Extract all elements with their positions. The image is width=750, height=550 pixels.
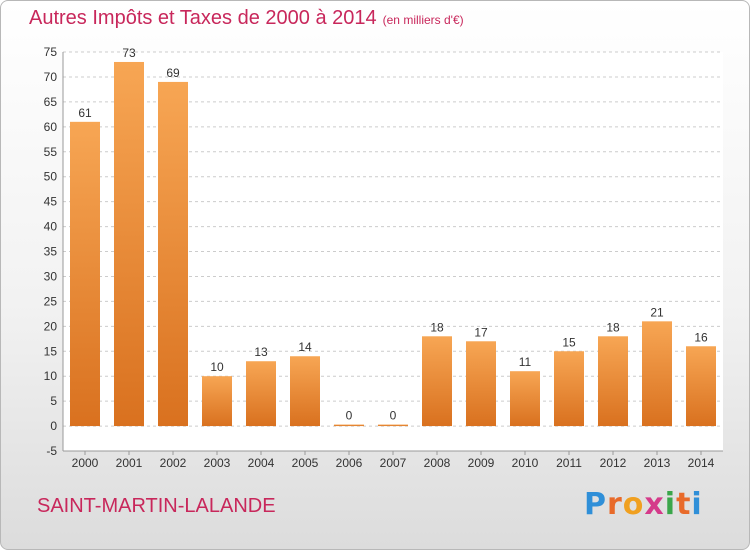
data-label: 73: [122, 46, 136, 60]
y-tick-label: 70: [44, 70, 58, 84]
bar: [246, 361, 276, 427]
x-tick-label: 2013: [644, 456, 671, 470]
bar: [642, 321, 672, 427]
x-tick-label: 2010: [512, 456, 539, 470]
y-tick-label: 50: [44, 170, 58, 184]
data-label: 69: [166, 66, 180, 80]
x-tick-label: 2007: [380, 456, 407, 470]
data-label: 0: [390, 409, 397, 423]
proxiti-logo: Proxiti: [584, 487, 703, 522]
data-label: 10: [210, 360, 224, 374]
x-tick-label: 2002: [160, 456, 187, 470]
y-tick-label: 5: [50, 394, 57, 408]
y-tick-label: 10: [44, 369, 58, 383]
bar: [202, 376, 232, 427]
y-tick-label: 30: [44, 269, 58, 283]
bar: [510, 371, 540, 427]
y-tick-label: 35: [44, 245, 58, 259]
x-tick-label: 2000: [72, 456, 99, 470]
x-tick-label: 2005: [292, 456, 319, 470]
data-label: 17: [474, 325, 488, 339]
data-label: 11: [519, 355, 532, 369]
y-tick-label: 60: [44, 120, 58, 134]
data-label: 18: [606, 320, 620, 334]
data-label: 15: [562, 335, 576, 349]
data-label: 18: [430, 320, 444, 334]
data-label: 13: [254, 345, 268, 359]
data-label: 0: [346, 409, 353, 423]
bar: [290, 356, 320, 427]
y-tick-label: 15: [44, 344, 58, 358]
commune-name: SAINT-MARTIN-LALANDE: [37, 495, 276, 517]
y-tick-label: 75: [44, 45, 58, 59]
x-tick-label: 2001: [116, 456, 143, 470]
bar: [686, 346, 716, 427]
x-tick-label: 2009: [468, 456, 495, 470]
y-tick-label: 45: [44, 195, 58, 209]
x-tick-label: 2011: [556, 456, 582, 470]
y-tick-label: 65: [44, 95, 58, 109]
y-tick-label: -5: [46, 444, 57, 458]
x-tick-label: 2014: [688, 456, 715, 470]
bar: [466, 341, 496, 427]
bar: [158, 81, 188, 427]
x-tick-label: 2006: [336, 456, 363, 470]
y-tick-label: 25: [44, 294, 58, 308]
bar: [422, 336, 452, 427]
bar: [554, 351, 584, 427]
bar: [114, 61, 144, 427]
data-label: 21: [650, 305, 664, 319]
data-label: 14: [298, 340, 312, 354]
bar: [598, 336, 628, 427]
bar: [334, 424, 364, 427]
y-tick-label: 20: [44, 319, 58, 333]
chart-title: Autres Impôts et Taxes de 2000 à 2014 (en…: [29, 7, 464, 30]
y-tick-label: 0: [50, 419, 57, 433]
data-label: 16: [694, 330, 708, 344]
x-tick-label: 2004: [248, 456, 275, 470]
x-tick-label: 2012: [600, 456, 627, 470]
y-tick-label: 55: [44, 145, 58, 159]
data-label: 61: [78, 106, 92, 120]
x-tick-label: 2008: [424, 456, 451, 470]
y-tick-label: 40: [44, 220, 58, 234]
x-tick-label: 2003: [204, 456, 231, 470]
chart-title-text: Autres Impôts et Taxes de 2000 à 2014: [29, 7, 377, 29]
chart-subtitle: (en milliers d'€): [382, 13, 464, 27]
bar: [70, 121, 100, 427]
bar: [378, 424, 408, 427]
